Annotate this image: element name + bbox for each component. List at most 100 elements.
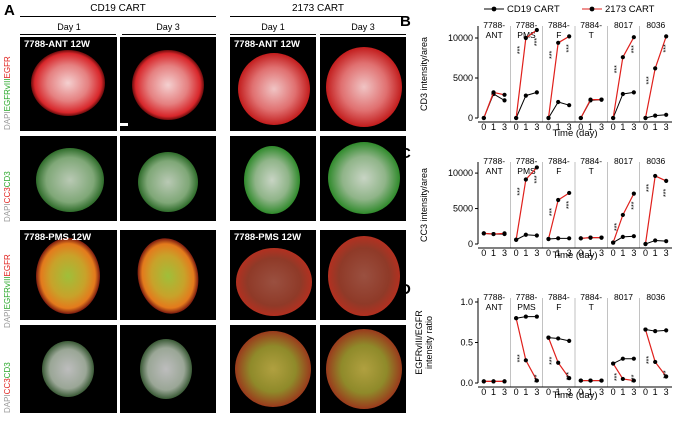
stain-cd3: CD3 (3, 362, 12, 379)
data-point (631, 90, 636, 95)
significance-marker: *** (663, 189, 670, 197)
sample-label: T (589, 30, 594, 40)
data-point (514, 115, 519, 121)
sample-label: 7788-ANT 12W (234, 39, 300, 50)
y-tick-label: 5000 (453, 73, 473, 83)
day-header: Day 3 (351, 22, 375, 32)
x-axis-label: Time (day) (552, 390, 597, 401)
data-point (664, 178, 669, 183)
series-line-cd19 (483, 232, 505, 235)
data-point (481, 231, 486, 236)
data-point (643, 327, 648, 332)
significance-marker: *** (614, 65, 621, 73)
micrograph-tile (120, 37, 216, 131)
legend-marker-cd19 (491, 6, 497, 12)
series-line-cd19 (548, 101, 570, 119)
significance-marker: *** (663, 44, 670, 52)
sample-label: 8036 (646, 20, 665, 30)
x-tick-label: 1 (523, 387, 528, 397)
x-tick-label: 0 (643, 122, 648, 132)
data-point (502, 98, 507, 103)
data-point (643, 115, 648, 121)
y-axis-label: CC3 intensity/area (419, 168, 429, 242)
significance-marker: *** (534, 175, 541, 183)
micrograph-tile (320, 230, 406, 320)
significance-marker: *** (614, 373, 621, 381)
series-line-cd19 (548, 237, 570, 240)
x-tick-label: 1 (620, 248, 625, 258)
data-point (481, 115, 486, 121)
data-point (588, 235, 593, 240)
data-point (556, 236, 561, 241)
stain-cc3: CC3 (3, 187, 12, 204)
day-rule (122, 34, 216, 35)
data-point (664, 239, 669, 244)
series-line-2173 (644, 36, 667, 119)
series-line-2173 (483, 232, 505, 235)
x-tick-label: 1 (523, 122, 528, 132)
data-point (556, 197, 561, 203)
data-point (588, 235, 593, 240)
data-point (502, 92, 507, 97)
sample-label: F (556, 302, 561, 312)
data-point (631, 35, 636, 40)
significance-marker: *** (646, 184, 653, 192)
significance-marker: *** (631, 374, 638, 382)
data-point (491, 231, 496, 237)
y-tick-label: 10000 (448, 33, 473, 43)
x-tick-label: 1 (588, 387, 593, 397)
day-header: Day 1 (261, 22, 285, 32)
series-line-2173 (644, 329, 667, 377)
data-point (556, 336, 561, 341)
x-tick-label: 3 (631, 122, 636, 132)
data-point (643, 241, 648, 247)
sample-label: 7884- (580, 292, 602, 302)
x-tick-label: 0 (481, 248, 486, 258)
stain-dapi: DAPI (3, 111, 12, 130)
x-tick-label: 3 (631, 387, 636, 397)
x-tick-label: 3 (567, 248, 572, 258)
sample-label: ANT (486, 302, 503, 312)
sample-label: 7884- (548, 292, 570, 302)
legend-marker-2173 (589, 6, 595, 12)
x-tick-label: 0 (514, 122, 519, 132)
series-line-cd19 (612, 358, 634, 365)
x-tick-label: 1 (556, 387, 561, 397)
x-tick-label: 1 (523, 248, 528, 258)
series-line-2173 (515, 29, 538, 119)
data-point (502, 379, 507, 384)
data-point (611, 240, 616, 245)
x-tick-label: 1 (556, 248, 561, 258)
significance-marker: *** (631, 45, 638, 53)
x-tick-label: 0 (514, 248, 519, 258)
x-tick-label: 0 (546, 387, 551, 397)
data-point (653, 238, 658, 243)
series-line-cd19 (580, 237, 602, 239)
x-tick-label: 1 (491, 122, 496, 132)
stain-egfr: EGFR (3, 56, 12, 79)
data-point (534, 314, 539, 319)
x-tick-label: 1 (491, 387, 496, 397)
y-tick-label: 0.5 (460, 338, 473, 348)
x-tick-label: 0 (611, 248, 616, 258)
data-point (588, 378, 593, 383)
y-tick-label: 0.0 (460, 378, 473, 388)
row-label-2: DAPICC3CD3 (3, 171, 12, 222)
series-line-cd19 (645, 329, 667, 332)
sample-label: 7788- (516, 20, 538, 30)
x-tick-label: 3 (534, 122, 539, 132)
row-label-4: DAPICC3CD3 (3, 362, 12, 413)
stain-dapi: DAPI (3, 394, 12, 413)
micrograph-tile (320, 37, 406, 131)
data-point (546, 335, 551, 340)
micrograph-tile: 7788-PMS 12W (20, 230, 117, 320)
group-title-2173: 2173 CART (291, 3, 345, 14)
sample-label: 8036 (646, 156, 665, 166)
data-point (611, 361, 616, 366)
data-point (556, 40, 561, 45)
x-tick-label: 3 (567, 122, 572, 132)
x-tick-label: 3 (502, 387, 507, 397)
data-point (523, 177, 528, 182)
sample-label: 7788- (483, 156, 505, 166)
x-tick-label: 3 (502, 248, 507, 258)
